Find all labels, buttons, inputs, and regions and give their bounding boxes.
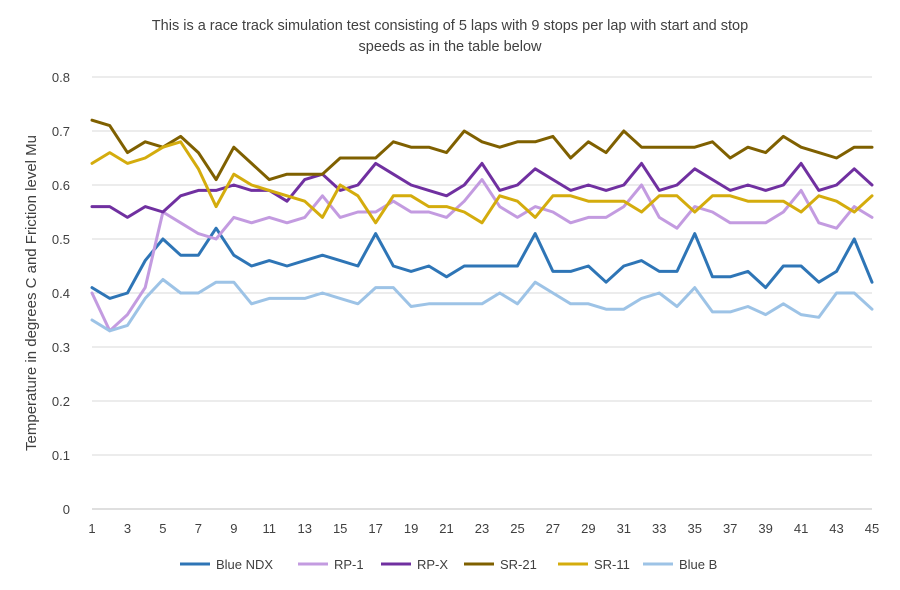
chart-title: This is a race track simulation test con… <box>0 16 900 58</box>
x-tick-label: 1 <box>88 521 95 536</box>
x-tick-label: 29 <box>581 521 595 536</box>
x-axis-ticks: 1 3 5 7 9 11 13 15 17 19 21 23 25 27 29 31 33 35 37 39 41 43 4… <box>88 521 879 536</box>
series-lines <box>90 118 874 333</box>
x-tick-label: 33 <box>652 521 666 536</box>
y-tick-label: 0 <box>63 502 70 517</box>
x-tick-label: 17 <box>368 521 382 536</box>
x-tick-label: 15 <box>333 521 347 536</box>
x-tick-label: 21 <box>439 521 453 536</box>
legend-item: RP-1 <box>298 557 364 572</box>
y-tick-label: 0.1 <box>52 448 70 463</box>
x-tick-label: 27 <box>546 521 560 536</box>
y-axis-label: Temperature in degrees C and Friction le… <box>23 135 40 451</box>
series-line-rp-1 <box>90 178 874 333</box>
legend-label: SR-11 <box>594 557 630 572</box>
legend-item: RP-X <box>381 557 448 572</box>
legend-label: Blue B <box>679 557 717 572</box>
gridlines <box>92 76 872 456</box>
x-tick-label: 39 <box>758 521 772 536</box>
legend-item: Blue NDX <box>180 557 273 572</box>
y-tick-label: 0.5 <box>52 232 70 247</box>
legend-label: Blue NDX <box>216 557 273 572</box>
series-line-sr-11 <box>90 140 874 225</box>
x-tick-label: 13 <box>297 521 311 536</box>
legend-item: Blue B <box>643 557 717 572</box>
x-tick-label: 35 <box>687 521 701 536</box>
series-line-rp-x <box>90 161 874 219</box>
x-tick-label: 23 <box>475 521 489 536</box>
y-tick-label: 0.2 <box>52 394 70 409</box>
x-tick-label: 5 <box>159 521 166 536</box>
x-tick-label: 37 <box>723 521 737 536</box>
legend-item: SR-11 <box>558 557 630 572</box>
x-tick-label: 45 <box>865 521 879 536</box>
legend-label: RP-X <box>417 557 448 572</box>
legend-item: SR-21 <box>464 557 537 572</box>
y-axis-ticks: 0 0.1 0.2 0.3 0.4 0.5 0.6 0.7 0.8 <box>52 70 70 517</box>
series-line-blue-ndx <box>90 226 874 300</box>
chart-title-line-1: This is a race track simulation test con… <box>151 18 749 34</box>
series-line-sr-21 <box>90 118 874 182</box>
x-tick-label: 7 <box>195 521 202 536</box>
legend-label: RP-1 <box>334 557 364 572</box>
y-tick-label: 0.8 <box>52 70 70 85</box>
x-tick-label: 41 <box>794 521 808 536</box>
x-tick-label: 9 <box>230 521 237 536</box>
x-tick-label: 25 <box>510 521 524 536</box>
y-tick-label: 0.7 <box>52 124 70 139</box>
x-tick-label: 31 <box>617 521 631 536</box>
x-tick-label: 19 <box>404 521 418 536</box>
legend-label: SR-21 <box>500 557 537 572</box>
x-tick-label: 3 <box>124 521 131 536</box>
x-tick-label: 11 <box>263 521 277 536</box>
x-tick-label: 43 <box>829 521 843 536</box>
y-tick-label: 0.3 <box>52 340 70 355</box>
chart-title-line-2: speeds as in the table below <box>358 39 542 55</box>
series-line-blue-b <box>90 278 874 333</box>
y-tick-label: 0.6 <box>52 178 70 193</box>
y-tick-label: 0.4 <box>52 286 70 301</box>
legend: Blue NDX RP-1 RP-X SR-21 SR-11 Blue B <box>180 557 717 572</box>
